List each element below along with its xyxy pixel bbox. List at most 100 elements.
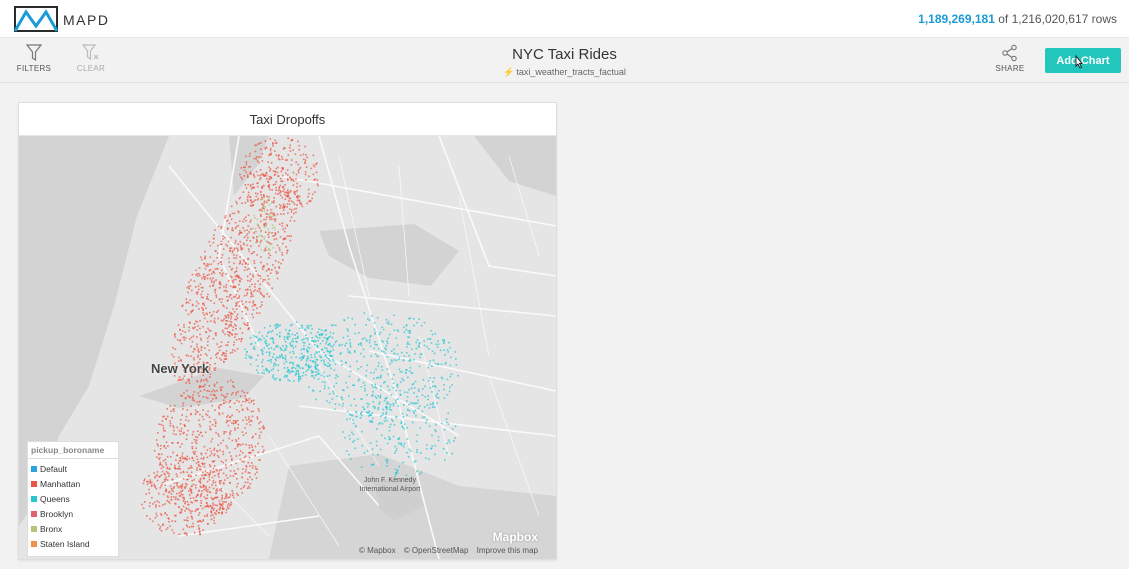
- dropoff-point: [205, 413, 207, 415]
- dropoff-point: [371, 315, 373, 317]
- dropoff-point: [216, 488, 218, 490]
- dropoff-point: [370, 372, 372, 374]
- dropoff-point: [261, 196, 263, 199]
- legend-item-queens[interactable]: Queens: [28, 492, 118, 507]
- dropoff-point: [261, 210, 263, 212]
- dropoff-point: [203, 462, 206, 465]
- dropoff-point: [266, 213, 269, 215]
- dropoff-point: [257, 174, 259, 177]
- dropoff-point: [228, 324, 231, 326]
- osm-attribution-link[interactable]: © OpenStreetMap: [403, 546, 469, 555]
- dropoff-point: [448, 341, 450, 344]
- dropoff-point: [190, 413, 192, 416]
- dropoff-point: [250, 291, 252, 294]
- dropoff-point: [203, 515, 206, 517]
- dropoff-point: [218, 349, 221, 352]
- dropoff-point: [159, 526, 162, 528]
- dropoff-point: [200, 293, 202, 296]
- dropoff-point: [189, 370, 191, 372]
- dropoff-point: [180, 379, 183, 381]
- dropoff-point: [184, 482, 187, 485]
- clear-filters-button[interactable]: CLEAR: [71, 44, 111, 73]
- dropoff-point: [212, 237, 215, 240]
- dropoff-point: [149, 518, 151, 520]
- dropoff-point: [215, 484, 217, 487]
- dropoff-point: [254, 465, 257, 468]
- dropoff-point: [281, 357, 284, 359]
- dropoff-point: [178, 340, 181, 342]
- dropoff-point: [183, 323, 185, 326]
- legend-item-brooklyn[interactable]: Brooklyn: [28, 507, 118, 522]
- dropoff-point: [241, 409, 244, 411]
- dropoff-point: [205, 331, 207, 333]
- dropoff-point: [407, 409, 409, 411]
- dropoff-point: [249, 424, 252, 426]
- dropoff-point: [384, 437, 386, 440]
- dropoff-point: [256, 471, 258, 474]
- dropoff-point: [206, 513, 209, 516]
- dropoff-point: [325, 333, 327, 336]
- dropoff-point: [258, 428, 261, 430]
- dropoff-point: [308, 192, 310, 195]
- filters-button[interactable]: FILTERS: [14, 44, 54, 73]
- dropoff-point: [199, 531, 201, 534]
- legend-item-default[interactable]: Default: [28, 462, 118, 477]
- dropoff-point: [279, 190, 282, 192]
- dropoff-point: [245, 354, 248, 356]
- dropoff-point: [434, 385, 436, 387]
- dropoff-point: [250, 292, 252, 295]
- dropoff-point: [204, 368, 207, 370]
- dropoff-point: [186, 455, 189, 458]
- dropoff-point: [192, 483, 195, 486]
- chart-title[interactable]: Taxi Dropoffs: [19, 103, 556, 136]
- map-canvas[interactable]: New York John F. Kennedy International A…: [19, 136, 556, 559]
- dropoff-point: [182, 457, 184, 459]
- dropoff-point: [268, 196, 270, 198]
- share-button[interactable]: SHARE: [990, 44, 1030, 73]
- dropoff-point: [190, 501, 192, 503]
- dropoff-point: [192, 497, 195, 499]
- dropoff-point: [267, 249, 270, 251]
- mapbox-attribution-link[interactable]: © Mapbox: [359, 546, 396, 555]
- dropoff-point: [277, 357, 280, 359]
- dropoff-point: [249, 184, 252, 186]
- dropoff-point: [279, 336, 281, 338]
- dropoff-point: [409, 317, 412, 319]
- dropoff-point: [304, 374, 307, 376]
- dashboard-title[interactable]: NYC Taxi Rides: [512, 46, 617, 63]
- dropoff-point: [175, 473, 178, 475]
- dropoff-point: [298, 380, 300, 382]
- legend-item-bronx[interactable]: Bronx: [28, 522, 118, 537]
- dropoff-point: [265, 174, 268, 177]
- dropoff-point: [436, 346, 439, 348]
- dropoff-point: [422, 416, 424, 419]
- dropoff-point: [196, 436, 199, 439]
- legend-item-staten-island[interactable]: Staten Island: [28, 537, 118, 552]
- legend-item-manhattan[interactable]: Manhattan: [28, 477, 118, 492]
- dropoff-point: [435, 423, 437, 426]
- dropoff-point: [272, 170, 275, 172]
- dropoff-point: [419, 353, 422, 356]
- dropoff-point: [261, 335, 264, 337]
- add-chart-button[interactable]: Add Chart: [1045, 48, 1121, 73]
- dropoff-point: [318, 351, 320, 353]
- dropoff-point: [206, 449, 209, 451]
- dropoff-point: [206, 263, 209, 265]
- dropoff-point: [254, 217, 256, 219]
- dropoff-point: [190, 311, 192, 314]
- dropoff-point: [218, 413, 221, 416]
- dropoff-point: [287, 179, 289, 181]
- dropoff-point: [388, 333, 391, 336]
- dropoff-point: [454, 437, 456, 439]
- dropoff-point: [249, 280, 251, 282]
- dropoff-point: [194, 326, 196, 328]
- dropoff-point: [266, 335, 268, 337]
- dropoff-point: [353, 350, 356, 352]
- dropoff-point: [246, 324, 248, 327]
- dropoff-point: [399, 381, 402, 383]
- dropoff-point: [406, 343, 409, 345]
- map-legend[interactable]: pickup_boroname Default Manhattan Queens…: [27, 441, 119, 557]
- dropoff-point: [214, 409, 216, 411]
- dropoff-point: [293, 212, 295, 215]
- improve-map-link[interactable]: Improve this map: [476, 546, 538, 555]
